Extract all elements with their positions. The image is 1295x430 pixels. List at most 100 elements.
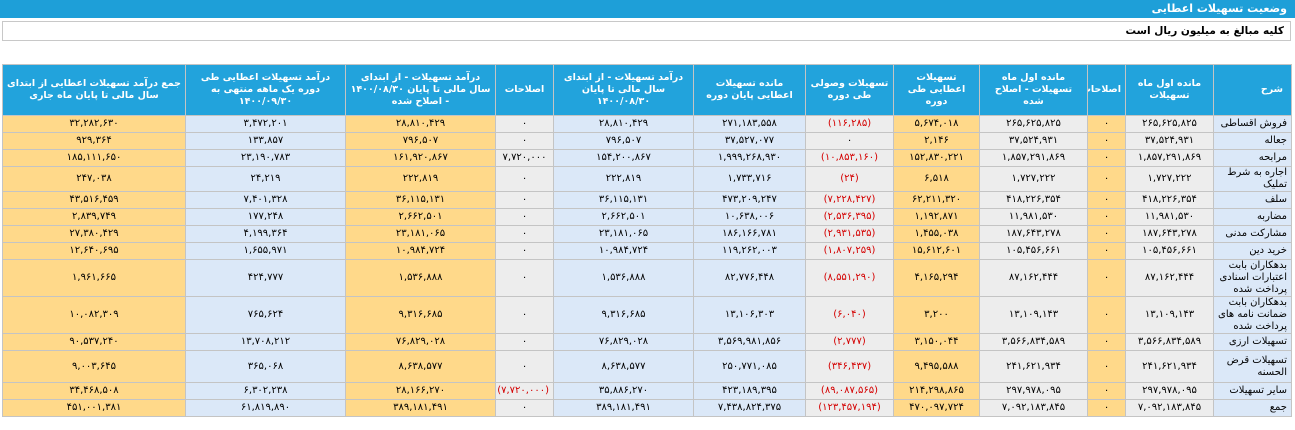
- table-cell: ۱,۷۲۷,۲۲۲: [1125, 166, 1214, 192]
- row-label: اجاره به شرط تملیک: [1213, 166, 1292, 192]
- table-cell: ۷,۴۰۱,۳۲۸: [185, 191, 346, 209]
- table-cell: ۹۲۹,۳۶۴: [2, 132, 186, 150]
- table-row: بدهکاران بابت اعتبارات اسنادی پرداخت شده…: [2, 259, 1292, 297]
- table-cell: (۱۱۶,۲۸۵): [805, 115, 894, 133]
- table-cell: ۱۱۹,۲۶۲,۰۰۳: [693, 242, 806, 260]
- table-cell: (۲,۷۷۷): [805, 333, 894, 351]
- table-cell: (۱۲۳,۴۵۷,۱۹۴): [805, 399, 894, 417]
- table-cell: ۱,۸۵۷,۲۹۱,۸۶۹: [979, 149, 1088, 167]
- table-cell: ۱,۷۲۷,۲۲۲: [979, 166, 1088, 192]
- table-cell: ۲,۸۳۹,۷۴۹: [2, 208, 186, 226]
- row-label: مشارکت مدنی: [1213, 225, 1292, 243]
- table-row: جمع ۷,۰۹۲,۱۸۳,۸۴۵ ۰ ۷,۰۹۲,۱۸۳,۸۴۵ ۴۷۰,۰۹۷,۷۲…: [2, 399, 1292, 417]
- table-cell: ۱۰۵,۴۵۶,۶۶۱: [1125, 242, 1214, 260]
- table-row: تسهیلات قرض الحسنه ۲۴۱,۶۲۱,۹۳۴ ۰ ۲۴۱,۶۲۱,۹۳…: [2, 350, 1292, 383]
- table-cell: ۹,۳۱۶,۶۸۵: [345, 296, 496, 334]
- table-cell: ۲۸,۸۱۰,۴۲۹: [345, 115, 496, 133]
- facilities-table: شرح مانده اول ماه تسهیلات اصلاحات مانده …: [2, 64, 1292, 417]
- table-row: مشارکت مدنی ۱۸۷,۶۴۳,۲۷۸ ۰ ۱۸۷,۶۴۳,۲۷۸ ۱,۴۵۵,…: [2, 225, 1292, 243]
- table-row: سلف ۴۱۸,۲۲۶,۳۵۴ ۰ ۴۱۸,۲۲۶,۳۵۴ ۶۲,۲۱۱,۳۲۰ (۷,۲…: [2, 191, 1292, 209]
- table-cell: (۷,۲۲۸,۴۲۷): [805, 191, 894, 209]
- row-label: مرابحه: [1213, 149, 1292, 167]
- table-row: اجاره به شرط تملیک ۱,۷۲۷,۲۲۲ ۰ ۱,۷۲۷,۲۲۲ ۶,۵…: [2, 166, 1292, 192]
- table-row: خرید دین ۱۰۵,۴۵۶,۶۶۱ ۰ ۱۰۵,۴۵۶,۶۶۱ ۱۵,۶۱۲,۶۰…: [2, 242, 1292, 260]
- table-cell: ۳۷,۵۲۴,۹۳۱: [1125, 132, 1214, 150]
- header-cell: درآمد تسهیلات - از ابتدای سال مالی تا پا…: [345, 64, 496, 116]
- table-cell: ۱۳۳,۸۵۷: [185, 132, 346, 150]
- table-cell: ۰: [495, 191, 554, 209]
- table-cell: ۸۲,۷۷۶,۴۴۸: [693, 259, 806, 297]
- row-label: سایر تسهیلات: [1213, 382, 1292, 400]
- table-cell: ۶۱,۸۱۹,۸۹۰: [185, 399, 346, 417]
- table-cell: ۱۸۶,۱۶۶,۷۸۱: [693, 225, 806, 243]
- table-cell: (۳۴۶,۴۳۷): [805, 350, 894, 383]
- table-cell: ۳۸۹,۱۸۱,۴۹۱: [345, 399, 496, 417]
- table-cell: ۰: [1087, 149, 1126, 167]
- table-cell: ۴,۱۶۵,۲۹۴: [893, 259, 980, 297]
- table-cell: ۲۳,۱۸۱,۰۶۵: [345, 225, 496, 243]
- table-cell: ۶,۳۰۲,۲۳۸: [185, 382, 346, 400]
- row-label: بدهکاران بابت اعتبارات اسنادی پرداخت شده: [1213, 259, 1292, 297]
- table-cell: ۳۶,۱۱۵,۱۳۱: [345, 191, 496, 209]
- table-cell: ۰: [1087, 399, 1126, 417]
- table-cell: ۲۲۲,۸۱۹: [345, 166, 496, 192]
- table-cell: (۸۹,۰۸۷,۵۶۵): [805, 382, 894, 400]
- table-cell: ۸۷,۱۶۲,۴۴۴: [1125, 259, 1214, 297]
- unit-note: کلیه مبالغ به میلیون ریال است: [2, 21, 1291, 41]
- table-cell: ۷,۷۲۰,۰۰۰: [495, 149, 554, 167]
- table-row: بدهکاران بابت ضمانت نامه های پرداخت شده ۱…: [2, 296, 1292, 334]
- table-cell: ۳۴,۴۶۸,۵۰۸: [2, 382, 186, 400]
- table-row: تسهیلات ارزی ۳,۵۶۶,۸۳۴,۵۸۹ ۰ ۳,۵۶۶,۸۳۴,۵۸۹ ۳…: [2, 333, 1292, 351]
- header-cell: مانده اول ماه تسهیلات: [1125, 64, 1214, 116]
- table-cell: ۷۹۶,۵۰۷: [345, 132, 496, 150]
- table-cell: ۱۰,۶۳۸,۰۰۶: [693, 208, 806, 226]
- table-cell: ۴۲۳,۱۸۹,۳۹۵: [693, 382, 806, 400]
- table-cell: ۳۶,۱۱۵,۱۳۱: [553, 191, 694, 209]
- header-cell: جمع درآمد تسهیلات اعطایی از ابتدای سال م…: [2, 64, 186, 116]
- table-cell: ۳,۲۰۰: [893, 296, 980, 334]
- table-cell: ۲۴۱,۶۲۱,۹۳۴: [979, 350, 1088, 383]
- header-cell: درآمد تسهیلات اعطایی طی دوره یک ماهه منت…: [185, 64, 346, 116]
- table-cell: ۱,۷۳۳,۷۱۶: [693, 166, 806, 192]
- table-cell: ۰: [1087, 132, 1126, 150]
- table-cell: ۴۷۳,۲۰۹,۲۴۷: [693, 191, 806, 209]
- table-cell: ۷۶,۸۲۹,۰۲۸: [345, 333, 496, 351]
- table-cell: ۰: [1087, 259, 1126, 297]
- table-row: جعاله ۳۷,۵۲۴,۹۳۱ ۰ ۳۷,۵۲۴,۹۳۱ ۲,۱۴۶ ۰ ۳۷,۵۲۷,۰…: [2, 132, 1292, 150]
- table-cell: ۲۹۷,۹۷۸,۰۹۵: [979, 382, 1088, 400]
- table-cell: ۱,۸۵۷,۲۹۱,۸۶۹: [1125, 149, 1214, 167]
- table-cell: ۱,۵۳۶,۸۸۸: [345, 259, 496, 297]
- table-cell: ۶,۵۱۸: [893, 166, 980, 192]
- header-cell: اصلاحات: [1087, 64, 1126, 116]
- unit-note-text: کلیه مبالغ به میلیون ریال است: [1125, 25, 1284, 37]
- table-cell: ۱۳,۱۰۹,۱۴۳: [979, 296, 1088, 334]
- table-cell: (۲,۹۳۱,۵۳۵): [805, 225, 894, 243]
- table-cell: ۰: [1087, 333, 1126, 351]
- header-cell: تسهیلات اعطایی طی دوره: [893, 64, 980, 116]
- table-cell: ۲۹۷,۹۷۸,۰۹۵: [1125, 382, 1214, 400]
- table-cell: ۳,۵۶۹,۹۸۱,۸۵۶: [693, 333, 806, 351]
- table-cell: ۹,۰۰۳,۶۴۵: [2, 350, 186, 383]
- header-cell: شرح: [1213, 64, 1292, 116]
- table-cell: ۲۷,۳۸۰,۴۲۹: [2, 225, 186, 243]
- table-cell: ۲,۶۶۲,۵۰۱: [345, 208, 496, 226]
- table-cell: ۱۷۷,۲۴۸: [185, 208, 346, 226]
- table-cell: ۱۳,۷۰۸,۲۱۲: [185, 333, 346, 351]
- table-row: سایر تسهیلات ۲۹۷,۹۷۸,۰۹۵ ۰ ۲۹۷,۹۷۸,۰۹۵ ۲۱۴,۲…: [2, 382, 1292, 400]
- table-cell: ۰: [1087, 191, 1126, 209]
- table-cell: ۸,۶۳۸,۵۷۷: [553, 350, 694, 383]
- header-cell: مانده اول ماه تسهیلات - اصلاح شده: [979, 64, 1088, 116]
- table-cell: ۰: [495, 208, 554, 226]
- table-cell: ۲۲۲,۸۱۹: [553, 166, 694, 192]
- table-cell: ۱,۹۶۱,۶۶۵: [2, 259, 186, 297]
- table-cell: ۱۱,۹۸۱,۵۳۰: [979, 208, 1088, 226]
- header-row: شرح مانده اول ماه تسهیلات اصلاحات مانده …: [2, 64, 1292, 116]
- table-cell: ۳۷,۵۲۷,۰۷۷: [693, 132, 806, 150]
- row-label: جعاله: [1213, 132, 1292, 150]
- header-cell: اصلاحات: [495, 64, 554, 116]
- table-cell: (۷,۷۲۰,۰۰۰): [495, 382, 554, 400]
- row-label: بدهکاران بابت ضمانت نامه های پرداخت شده: [1213, 296, 1292, 334]
- table-cell: ۲۳,۱۸۱,۰۶۵: [553, 225, 694, 243]
- table-cell: ۴۱۸,۲۲۶,۳۵۴: [979, 191, 1088, 209]
- table-cell: ۱۲,۶۴۰,۶۹۵: [2, 242, 186, 260]
